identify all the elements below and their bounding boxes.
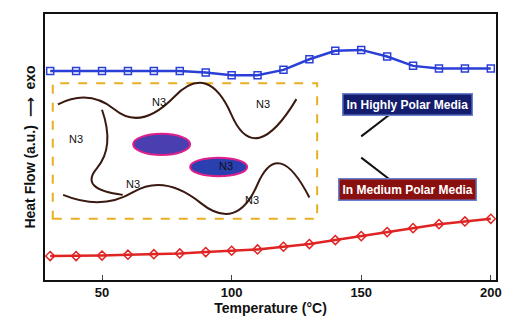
svg-text:Heat Flow (a.u.) ⟶ exo: Heat Flow (a.u.) ⟶ exo (22, 65, 38, 228)
svg-text:N3: N3 (69, 133, 83, 145)
svg-text:N3: N3 (219, 160, 233, 172)
svg-text:N3: N3 (256, 98, 270, 110)
svg-text:In Medium Polar Media: In Medium Polar Media (343, 183, 473, 197)
svg-text:Temperature (°C): Temperature (°C) (214, 300, 327, 316)
svg-text:N3: N3 (245, 194, 259, 206)
svg-text:In Highly Polar Media: In Highly Polar Media (347, 98, 469, 112)
svg-text:N3: N3 (152, 96, 166, 108)
svg-text:50: 50 (95, 285, 109, 300)
svg-text:150: 150 (350, 285, 372, 300)
svg-text:100: 100 (221, 285, 243, 300)
svg-text:N3: N3 (126, 178, 140, 190)
svg-text:200: 200 (480, 285, 502, 300)
